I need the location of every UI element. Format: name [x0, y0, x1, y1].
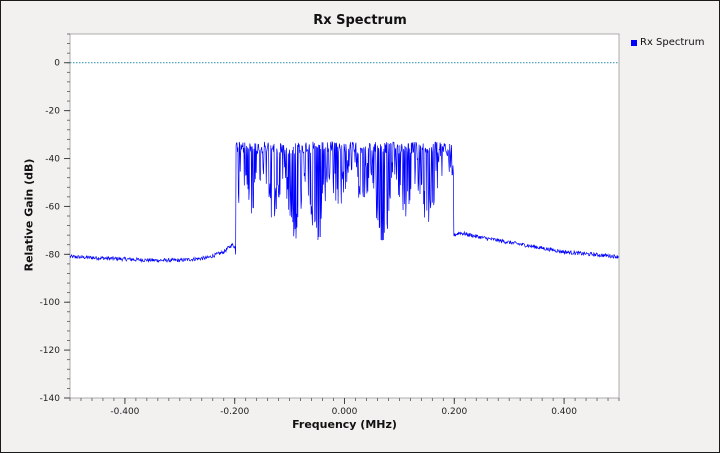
x-tick-label: 0.200 [441, 407, 467, 417]
y-tick-label: -20 [45, 107, 60, 117]
plot-area [69, 33, 620, 399]
x-tick-label: 0.000 [332, 407, 358, 417]
y-tick-label: -80 [45, 250, 60, 260]
x-tick-label: -0.400 [110, 407, 139, 417]
legend[interactable]: Rx Spectrum [631, 37, 705, 48]
y-tick-label: 0 [54, 59, 60, 69]
chart-title: Rx Spectrum [313, 13, 407, 28]
y-tick-label: -100 [40, 298, 61, 308]
axis-ticks: 0 -20 -40 -60 -80 -100 -120 -140 -0.400 -0.200 0.0… [40, 33, 620, 417]
x-axis-label: Frequency (MHz) [292, 418, 397, 431]
x-tick-label: 0.400 [551, 407, 577, 417]
y-tick-label: -140 [40, 394, 61, 404]
legend-swatch [631, 39, 637, 46]
y-tick-label: -60 [45, 202, 60, 212]
legend-label: Rx Spectrum [640, 37, 705, 48]
y-tick-label: -120 [40, 346, 61, 356]
rx-spectrum-trace [69, 140, 620, 264]
y-tick-label: -40 [45, 155, 60, 165]
x-tick-label: -0.200 [220, 407, 249, 417]
